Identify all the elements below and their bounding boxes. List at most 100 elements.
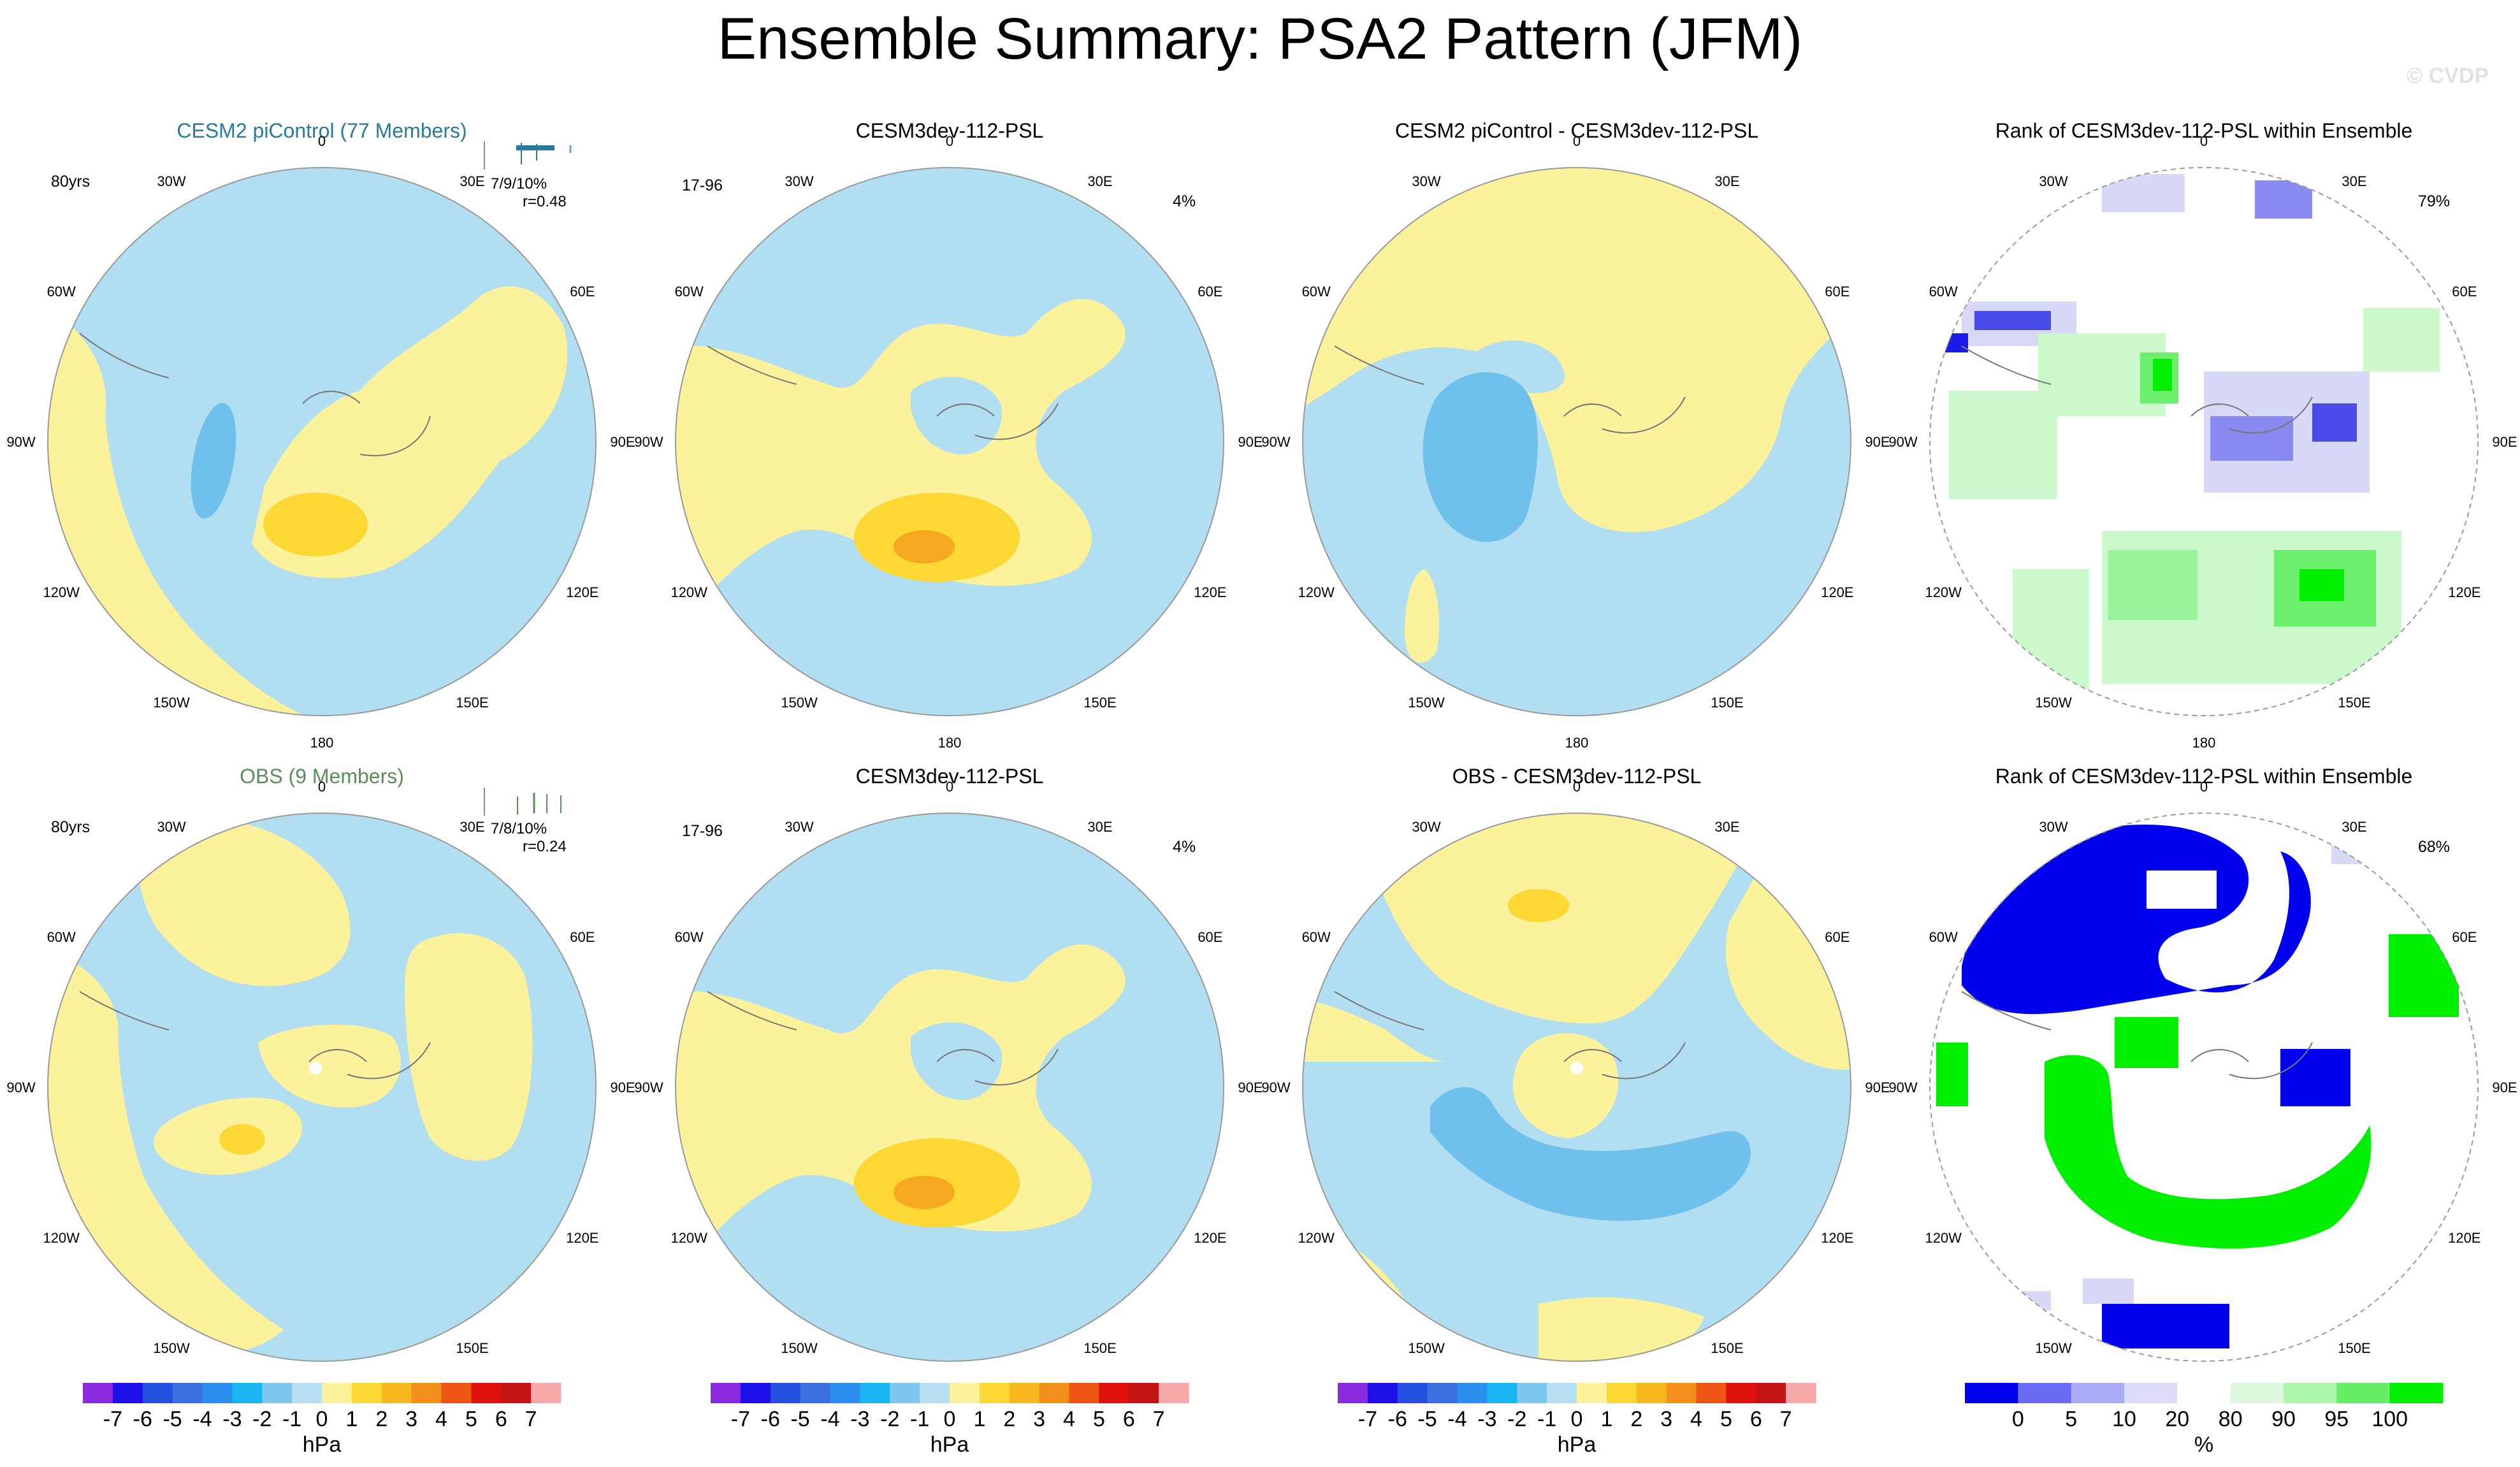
- years-label: 17-96: [682, 822, 723, 840]
- colorbar-swatch: [172, 1383, 203, 1403]
- panel-title: CESM2 piControl (77 Members): [177, 119, 467, 142]
- cvdp-watermark: © CVDP: [2407, 64, 2489, 88]
- colorbar-swatch: [1756, 1383, 1786, 1403]
- polar-map: [1929, 813, 2479, 1362]
- lon-label-30w: 30W: [157, 819, 185, 835]
- lon-label-30e: 30E: [1087, 819, 1112, 835]
- colorbar-tick-label: -3: [222, 1407, 242, 1431]
- lon-label-120w: 120W: [43, 1230, 80, 1246]
- lon-label-90w: 90W: [1261, 434, 1290, 450]
- lon-label-150w: 150W: [781, 1340, 818, 1356]
- lon-label-0: 0: [2200, 779, 2208, 795]
- colorbar-swatch: [950, 1383, 980, 1403]
- colorbar-tick-label: -2: [252, 1407, 272, 1431]
- colorbar-swatch: [1069, 1383, 1099, 1403]
- lon-label-30e: 30E: [1714, 173, 1739, 189]
- colorbar-swatch: [262, 1383, 293, 1403]
- colorbar-tick-label: -6: [761, 1407, 780, 1431]
- colorbar-tick-label: 0: [1571, 1407, 1583, 1431]
- colorbar-swatch: [1577, 1383, 1607, 1403]
- colorbar-tick-label: 1: [345, 1407, 358, 1431]
- member-spread-strip: [484, 141, 572, 170]
- significance-stats: 7/9/10%: [491, 175, 547, 192]
- lon-label-90w: 90W: [1888, 1080, 1917, 1095]
- colorbar-swatch: [202, 1383, 233, 1403]
- colorbar-tick-label: 6: [1750, 1407, 1762, 1431]
- lon-label-60w: 60W: [1929, 284, 1958, 300]
- variance-percent: 4%: [1173, 838, 1196, 856]
- significance-stats: 7/8/10%: [491, 820, 547, 837]
- colorbar-swatch: [1099, 1383, 1129, 1403]
- lon-label-60w: 60W: [47, 929, 76, 945]
- colorbar-unit: hPa: [1558, 1433, 1597, 1457]
- lon-label-30e: 30E: [2342, 173, 2366, 189]
- colorbar-swatch: [112, 1383, 143, 1403]
- colorbar-swatch: [1786, 1383, 1816, 1403]
- lon-label-30w: 30W: [2039, 819, 2067, 835]
- colorbar-swatch: [1547, 1383, 1577, 1403]
- panel-model-bottom: CESM3dev-112-PSL 17-96 4%: [675, 765, 1224, 1362]
- lon-label-30w: 30W: [1412, 819, 1440, 835]
- lon-label-150w: 150W: [1408, 695, 1445, 711]
- colorbar-swatch: [1009, 1383, 1040, 1403]
- lon-label-60e: 60E: [2452, 284, 2477, 300]
- lon-label-60e: 60E: [1198, 929, 1222, 945]
- lon-label-30e: 30E: [2342, 819, 2366, 835]
- panel-ensemble-mean-top: CESM2 piControl (77 Members) 80yrs 7/9/1…: [47, 119, 597, 716]
- colorbar-tick-label: -7: [103, 1407, 122, 1431]
- lon-label-150w: 150W: [153, 1340, 190, 1356]
- panel-title: OBS - CESM3dev-112-PSL: [1452, 765, 1702, 788]
- row-1: CESM2 piControl (77 Members) 80yrs 7/9/1…: [47, 119, 2479, 716]
- lon-label-60e: 60E: [1825, 284, 1850, 300]
- colorbar-tick-label: 6: [1123, 1407, 1135, 1431]
- colorbar-tick-label: -7: [1358, 1407, 1377, 1431]
- colorbar-tick-label: 1: [973, 1407, 985, 1431]
- colorbar-swatch: [471, 1383, 502, 1403]
- lon-label-90w: 90W: [634, 434, 663, 450]
- lon-label-60w: 60W: [1302, 284, 1331, 300]
- lon-label-30w: 30W: [785, 819, 813, 835]
- colorbar-swatch: [83, 1383, 113, 1403]
- colorbar-swatch: [2071, 1383, 2125, 1403]
- colorbar-swatch: [381, 1383, 412, 1403]
- colorbar-swatch: [2284, 1383, 2337, 1403]
- polar-map: [675, 167, 1224, 716]
- lon-label-180: 180: [1565, 735, 1589, 751]
- polar-map: [1929, 167, 2479, 716]
- years-label: 80yrs: [51, 818, 90, 836]
- colorbar-tick-label: 5: [1093, 1407, 1105, 1431]
- lon-label-0: 0: [946, 779, 953, 795]
- colorbar-swatch: [2389, 1383, 2444, 1403]
- colorbar-tick-label: 3: [1033, 1407, 1045, 1431]
- lon-label-90w: 90W: [6, 434, 35, 450]
- lon-label-120e: 120E: [2448, 1230, 2480, 1246]
- colorbar-tick-label: 0: [2012, 1407, 2024, 1431]
- lon-label-150e: 150E: [1083, 1340, 1116, 1356]
- colorbar-swatch: [740, 1383, 771, 1403]
- colorbar-tick-label: 3: [1660, 1407, 1672, 1431]
- lon-label-90e: 90E: [1865, 1080, 1890, 1095]
- colorbar-swatch: [890, 1383, 920, 1403]
- panel-title: CESM3dev-112-PSL: [856, 765, 1044, 788]
- colorbar-swatch: [1367, 1383, 1398, 1403]
- lon-label-60e: 60E: [1825, 929, 1850, 945]
- lon-label-120e: 120E: [1194, 1230, 1226, 1246]
- colorbar-swatch: [351, 1383, 382, 1403]
- colorbar-swatch: [1726, 1383, 1756, 1403]
- rank-percent: 79%: [2418, 192, 2450, 210]
- panel-title: CESM3dev-112-PSL: [856, 119, 1044, 142]
- panel-model-top: CESM3dev-112-PSL 17-96 4%: [675, 119, 1224, 716]
- years-label: 17-96: [682, 177, 723, 194]
- colorbar-swatch: [1606, 1383, 1637, 1403]
- panel-difference-bottom: OBS - CESM3dev-112-PSL: [1302, 765, 1851, 1362]
- colorbar-swatch: [292, 1383, 322, 1403]
- lon-label-120w: 120W: [43, 584, 80, 600]
- colorbar-tick-label: 2: [1630, 1407, 1642, 1431]
- colorbar-swatch: [142, 1383, 173, 1403]
- lon-label-0: 0: [2200, 133, 2208, 149]
- colorbar-tick-label: -6: [133, 1407, 152, 1431]
- lon-label-120e: 120E: [1821, 584, 1853, 600]
- lon-label-90e: 90E: [2492, 434, 2517, 450]
- row-2: OBS (9 Members) 80yrs 7/8/10% r=0.24: [47, 765, 2479, 1362]
